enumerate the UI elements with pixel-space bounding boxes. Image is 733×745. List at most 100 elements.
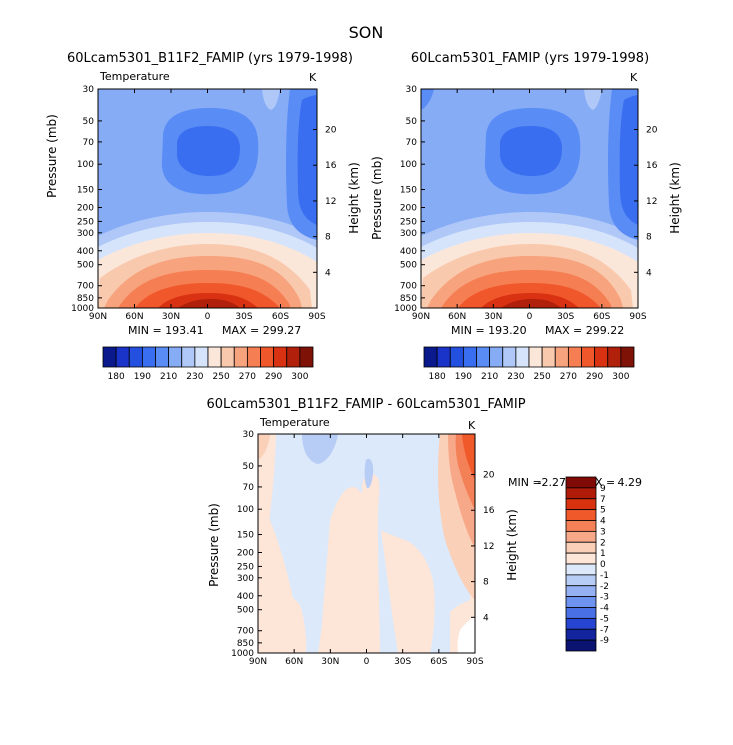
colorbar-2-label: 210 <box>481 372 498 382</box>
panel-3-min-label: MIN = <box>508 476 542 489</box>
panel-1-band-i <box>178 299 240 308</box>
panel-3-min-value: -2.27 <box>538 476 566 489</box>
panel-2-xtick-label: 60N <box>448 312 466 322</box>
panel-2-cold-core-inner <box>499 126 562 176</box>
panel-1-xtick-label: 60S <box>272 312 289 322</box>
panel-3-ytick-label: 300 <box>237 574 254 584</box>
panel-2-title: 60Lcam5301_FAMIP (yrs 1979-1998) <box>411 51 649 66</box>
panel-2-xtick-label: 30N <box>484 312 502 322</box>
panel-3-ytick-label: 50 <box>243 462 255 472</box>
colorbar-2-label: 180 <box>429 372 446 382</box>
panel-1-xtick-label: 60N <box>125 312 143 322</box>
colorbar-2-swatch <box>423 346 438 368</box>
panel-2-ylabel: Pressure (mb) <box>370 156 384 240</box>
panel-3-units: K <box>468 419 476 432</box>
panel-3-ytick-label: 100 <box>237 505 254 515</box>
colorbar-3-label: 1 <box>600 549 606 559</box>
colorbar-3-swatch <box>565 498 597 511</box>
panel-3-y2tick-label: 8 <box>483 578 489 588</box>
panel-1-field <box>98 89 317 308</box>
colorbar-1-label: 290 <box>265 372 282 382</box>
panel-3-xtick-label: 30S <box>394 657 411 667</box>
colorbar-3-label: -2 <box>600 582 609 592</box>
panel-3-np-pos <box>258 434 276 580</box>
panel-2-ytick-label: 300 <box>400 229 417 239</box>
colorbar-2-label: 230 <box>507 372 524 382</box>
colorbar-1-label: 210 <box>160 372 177 382</box>
panel-3-y2tick-label: 20 <box>483 471 495 481</box>
panel-3-field <box>258 434 475 653</box>
panel-2-y2label: Height (km) <box>668 162 682 233</box>
panel-3-np-warm <box>258 434 270 460</box>
colorbar-3-label: 7 <box>600 495 606 505</box>
panel-1-ytick-label: 100 <box>77 160 94 170</box>
panel-2-min: MIN = 193.20 <box>451 324 527 337</box>
colorbar-2-swatch <box>554 346 569 368</box>
panel-3-ytick-label: 400 <box>237 592 254 602</box>
panel-1-y2tick-label: 20 <box>325 126 337 136</box>
colorbar-3-swatch <box>565 628 597 641</box>
panel-3-ytick-label: 700 <box>237 627 254 637</box>
panel-1-y2tick-label: 12 <box>325 197 336 207</box>
panel-3-ytick-label: 200 <box>237 548 254 558</box>
panel-1-y2tick-label: 4 <box>325 268 331 278</box>
colorbar-1-swatch <box>260 346 275 368</box>
panel-1-xtick-label: 0 <box>205 312 211 322</box>
panel-2-ytick-label: 30 <box>406 85 418 95</box>
colorbar-3-swatch <box>565 639 597 652</box>
colorbar-3-label: 9 <box>600 484 606 494</box>
colorbar-1-label: 250 <box>213 372 230 382</box>
colorbar-3-swatch <box>565 596 597 608</box>
panel-3-ytick-label: 500 <box>237 606 254 616</box>
panel-2-xtick-label: 0 <box>527 312 533 322</box>
panel-1-y2label: Height (km) <box>347 162 361 233</box>
panel-3-surface-mask <box>457 616 475 653</box>
panel-3-y2tick-label: 16 <box>483 506 495 516</box>
panel-2-ytick-label: 150 <box>400 186 417 196</box>
panel-3-ytick-label: 850 <box>237 639 254 649</box>
panel-1-y2tick-label: 8 <box>325 233 331 243</box>
colorbar-1-swatch <box>233 346 248 368</box>
panel-1-cold-core-inner <box>176 126 240 176</box>
panel-1-ytick-label: 250 <box>77 217 94 227</box>
panel-1-ytick-label: 70 <box>83 138 95 148</box>
panel-2-y2tick-label: 8 <box>646 233 652 243</box>
panel-3-xtick-label: 60N <box>285 657 303 667</box>
panel-1-ytick-label: 50 <box>83 117 95 127</box>
panel-3-xtick-label: 90S <box>466 657 483 667</box>
panel-2-xtick-label: 30S <box>557 312 574 322</box>
panel-3-neg-patch-1 <box>302 434 338 464</box>
colorbar-3-swatch <box>565 585 597 598</box>
panel-3-ylabel: Pressure (mb) <box>207 503 221 587</box>
panel-2-ytick-label: 100 <box>400 160 417 170</box>
colorbar-1-swatch <box>155 346 170 368</box>
colorbar-2-swatch <box>489 346 504 368</box>
panel-3-title: 60Lcam5301_B11F2_FAMIP - 60Lcam5301_FAMI… <box>206 397 525 412</box>
panel-3-sh-pos <box>381 530 435 653</box>
panel-2-ytick-label: 50 <box>406 117 418 127</box>
panel-2-ytick-label: 70 <box>406 138 418 148</box>
colorbar-2-label: 250 <box>534 372 551 382</box>
colorbar-2-swatch <box>515 346 530 368</box>
colorbar-2-swatch <box>502 346 517 368</box>
colorbar-3-swatch <box>565 509 597 521</box>
colorbar-1-swatch <box>128 346 143 368</box>
colorbar-1-swatch <box>115 346 130 368</box>
colorbar-3-label: -9 <box>600 636 609 646</box>
panel-3-neg-patch-2 <box>364 458 374 489</box>
colorbar-3-swatch <box>565 552 597 565</box>
panel-3-max-value: 4.29 <box>618 476 643 489</box>
colorbar-1-swatch <box>246 346 261 368</box>
panel-2-xtick-label: 90N <box>412 312 430 322</box>
season-title: SON <box>349 23 384 42</box>
panel-1-ylabel: Pressure (mb) <box>45 114 59 198</box>
colorbar-1-swatch <box>194 346 209 368</box>
panel-1: 60Lcam5301_B11F2_FAMIP (yrs 1979-1998) T… <box>45 51 361 382</box>
colorbar-1-swatch <box>181 346 196 368</box>
colorbar-3-label: -7 <box>600 625 609 635</box>
panel-3: 60Lcam5301_B11F2_FAMIP - 60Lcam5301_FAMI… <box>206 397 642 667</box>
colorbar-3-label: 2 <box>600 538 606 548</box>
colorbar-3-swatch <box>565 574 597 587</box>
colorbar-2-swatch <box>567 346 582 368</box>
colorbar-1-swatch <box>299 346 314 368</box>
